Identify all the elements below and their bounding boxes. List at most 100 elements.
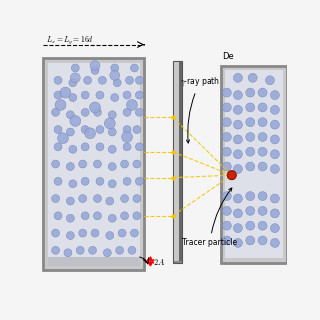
Circle shape [110, 70, 120, 80]
Circle shape [71, 64, 79, 72]
Text: Tracer particle: Tracer particle [182, 188, 238, 247]
Circle shape [131, 64, 138, 72]
Circle shape [70, 116, 81, 126]
Circle shape [54, 212, 62, 220]
Circle shape [125, 76, 133, 84]
Circle shape [104, 118, 115, 129]
Circle shape [52, 195, 60, 203]
Circle shape [222, 162, 231, 171]
Bar [48, 257, 140, 266]
Circle shape [222, 132, 231, 141]
Circle shape [81, 91, 89, 99]
Bar [48, 62, 140, 257]
Circle shape [96, 177, 104, 185]
Circle shape [234, 209, 242, 218]
Circle shape [123, 143, 131, 151]
Circle shape [54, 91, 62, 99]
Circle shape [258, 192, 267, 201]
Circle shape [135, 76, 143, 84]
Circle shape [93, 160, 101, 168]
Circle shape [85, 128, 95, 139]
Circle shape [121, 160, 129, 168]
Circle shape [79, 160, 87, 168]
Circle shape [108, 214, 116, 222]
Circle shape [67, 163, 74, 171]
Circle shape [54, 143, 62, 151]
Circle shape [54, 76, 62, 84]
Circle shape [67, 111, 74, 119]
Circle shape [96, 126, 104, 133]
Circle shape [135, 177, 143, 185]
Circle shape [258, 132, 267, 141]
Circle shape [222, 118, 231, 127]
Circle shape [111, 64, 119, 72]
Circle shape [234, 73, 242, 82]
Circle shape [234, 120, 242, 129]
Circle shape [258, 147, 267, 156]
Text: $\gamma$-ray path: $\gamma$-ray path [180, 76, 220, 143]
Circle shape [246, 162, 255, 171]
Circle shape [270, 120, 279, 129]
Bar [174, 62, 179, 261]
Circle shape [91, 229, 99, 237]
Circle shape [121, 212, 129, 220]
Circle shape [89, 246, 97, 254]
Bar [225, 70, 283, 258]
Circle shape [222, 221, 231, 230]
Circle shape [67, 232, 74, 239]
Circle shape [270, 224, 279, 233]
Circle shape [246, 88, 255, 97]
Circle shape [108, 111, 116, 119]
Circle shape [108, 128, 116, 136]
Text: $2A$: $2A$ [153, 257, 166, 267]
Circle shape [222, 206, 231, 215]
Bar [179, 62, 182, 261]
Circle shape [69, 79, 77, 87]
Circle shape [93, 212, 101, 220]
Circle shape [246, 118, 255, 127]
Circle shape [133, 160, 141, 168]
Circle shape [270, 164, 279, 173]
Circle shape [90, 60, 100, 70]
Circle shape [246, 221, 255, 230]
Circle shape [135, 143, 143, 151]
Circle shape [84, 76, 92, 84]
Circle shape [234, 135, 242, 144]
Circle shape [58, 133, 68, 144]
Text: De: De [222, 52, 234, 61]
Circle shape [222, 88, 231, 97]
Circle shape [258, 206, 267, 215]
Circle shape [270, 209, 279, 218]
Circle shape [67, 128, 74, 136]
Circle shape [108, 180, 116, 188]
Circle shape [248, 73, 257, 82]
Circle shape [103, 249, 111, 257]
Circle shape [118, 229, 126, 237]
Circle shape [54, 126, 62, 133]
Circle shape [133, 126, 141, 133]
Circle shape [234, 238, 242, 247]
Circle shape [234, 150, 242, 159]
Circle shape [52, 229, 60, 237]
Circle shape [64, 249, 72, 257]
Circle shape [227, 171, 236, 180]
Circle shape [79, 229, 87, 237]
Circle shape [234, 164, 242, 173]
Circle shape [246, 206, 255, 215]
Circle shape [99, 76, 106, 84]
Circle shape [234, 224, 242, 233]
Circle shape [234, 91, 242, 100]
Circle shape [133, 195, 141, 203]
Circle shape [270, 135, 279, 144]
Bar [43, 58, 144, 270]
Circle shape [258, 162, 267, 171]
Bar [172, 60, 182, 263]
Circle shape [234, 194, 242, 203]
Circle shape [111, 93, 119, 101]
Circle shape [54, 177, 62, 185]
Circle shape [123, 91, 131, 99]
Circle shape [67, 214, 74, 222]
Circle shape [246, 236, 255, 245]
Circle shape [81, 108, 89, 116]
Circle shape [270, 194, 279, 203]
